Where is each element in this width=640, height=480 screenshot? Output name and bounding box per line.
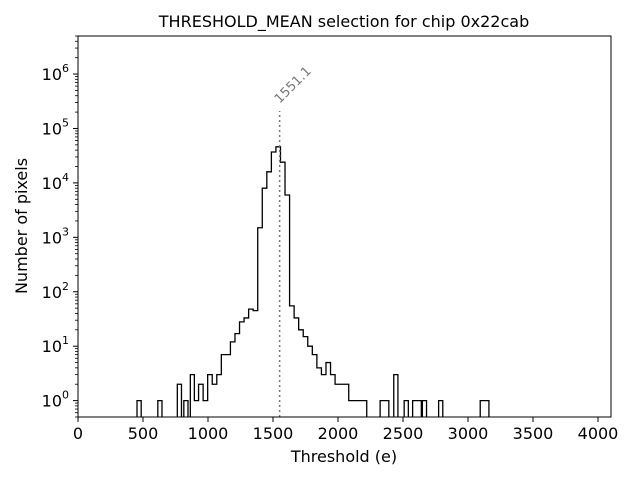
y-tick-label: 100	[42, 389, 69, 411]
y-tick-label: 106	[42, 62, 69, 84]
histogram-bin	[222, 355, 226, 417]
histogram-bin	[258, 228, 262, 417]
histogram-bin	[285, 195, 289, 417]
histogram-bin	[240, 322, 244, 417]
x-axis-ticks: 0 500 1000 1500 2000 2500 3000 3500 4000	[73, 417, 618, 443]
histogram-bin	[404, 401, 408, 417]
x-tick-label: 1000	[188, 424, 229, 443]
x-tick-label: 4000	[578, 424, 619, 443]
x-axis-title: Threshold (e)	[290, 447, 397, 466]
histogram-bin	[294, 318, 298, 417]
histogram-bin	[303, 337, 307, 417]
histogram-bin	[413, 401, 417, 417]
y-axis-title: Number of pixels	[12, 158, 31, 294]
y-tick-label: 101	[42, 334, 69, 356]
histogram-bin	[335, 384, 339, 417]
histogram-bin	[203, 401, 207, 417]
histogram-bin	[267, 172, 271, 417]
histogram-bin	[417, 401, 421, 417]
histogram-bin	[363, 401, 367, 417]
histogram-bin	[299, 330, 303, 417]
histogram-bin	[313, 355, 317, 417]
histogram-bin	[485, 401, 489, 417]
histogram-bin	[380, 401, 384, 417]
histogram-bin	[190, 375, 194, 417]
histogram-bin	[194, 401, 198, 417]
y-tick-label: 102	[42, 280, 69, 302]
histogram-bin	[317, 368, 321, 417]
histogram-bin	[212, 384, 216, 417]
x-tick-label: 3500	[513, 424, 554, 443]
histogram-bin	[344, 384, 348, 417]
histogram-bin	[358, 401, 362, 417]
histogram-bin	[385, 401, 389, 417]
x-tick-label: 500	[128, 424, 159, 443]
histogram-bin	[137, 401, 141, 417]
x-tick-label: 1500	[253, 424, 294, 443]
x-tick-label: 2500	[383, 424, 424, 443]
histogram-bin	[394, 375, 398, 417]
histogram-bin	[322, 375, 326, 417]
histogram-bin	[272, 152, 276, 417]
histogram-bin	[480, 401, 484, 417]
y-axis-ticks: 100 101 102 103 104 105 106	[42, 35, 78, 418]
histogram-bin	[177, 384, 181, 417]
y-tick-label: 104	[42, 171, 69, 193]
axes-frame	[77, 35, 612, 418]
histogram-bin	[262, 188, 266, 417]
histogram-bin	[184, 401, 188, 417]
histogram-bin	[249, 309, 253, 417]
histogram-bin	[208, 375, 212, 417]
x-tick-label: 3000	[448, 424, 489, 443]
x-tick-label: 0	[73, 424, 83, 443]
histogram-bin	[253, 311, 257, 417]
histogram-bin	[422, 401, 426, 417]
histogram-bin	[281, 162, 285, 417]
histogram-bin	[340, 384, 344, 417]
histogram-bin	[199, 384, 203, 417]
y-tick-label: 105	[42, 116, 69, 138]
histogram-bin	[439, 401, 443, 417]
histogram-bin	[231, 342, 235, 417]
chart-title: THRESHOLD_MEAN selection for chip 0x22ca…	[158, 12, 529, 32]
histogram-bin	[326, 363, 330, 417]
histogram-bin	[353, 401, 357, 417]
histogram-bin	[235, 334, 239, 417]
histogram-bin	[290, 306, 294, 417]
histogram-bin	[158, 401, 162, 417]
histogram-bin	[226, 355, 230, 417]
histogram-bin	[217, 375, 221, 417]
histogram-series	[136, 146, 490, 417]
histogram-bin	[244, 318, 248, 417]
y-tick-label: 103	[42, 225, 69, 247]
x-tick-label: 2000	[318, 424, 359, 443]
histogram-bin	[349, 401, 353, 417]
histogram-bin	[331, 375, 335, 417]
histogram-bin	[308, 346, 312, 417]
